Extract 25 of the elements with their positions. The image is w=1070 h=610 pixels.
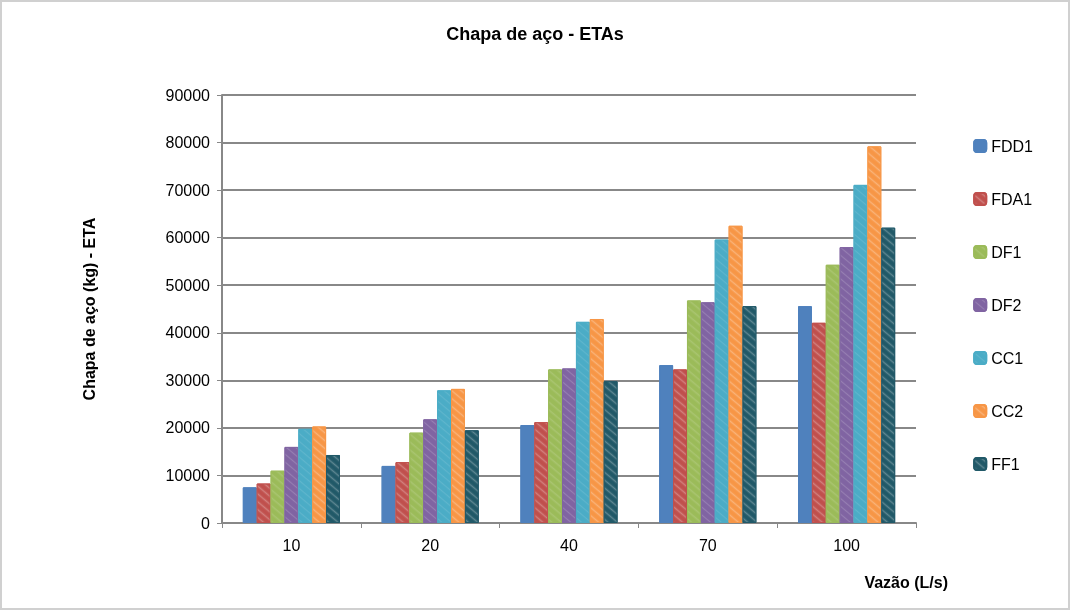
- x-tick-label: 10: [282, 536, 301, 554]
- x-tick-label: 40: [560, 536, 578, 554]
- legend-label: DF2: [991, 296, 1022, 314]
- x-tick-label: 100: [833, 536, 861, 554]
- y-tick-label: 0: [201, 514, 211, 532]
- y-tick-label: 40000: [165, 324, 211, 342]
- y-tick-label: 70000: [165, 181, 211, 199]
- legend-label: FDA1: [991, 190, 1033, 208]
- legend-label: FF1: [991, 455, 1020, 473]
- x-axis-title: Vazão (L/s): [864, 573, 948, 591]
- chart-title: Chapa de aço - ETAs: [446, 24, 624, 44]
- x-tick-label: 70: [698, 536, 717, 554]
- y-tick-label: 80000: [165, 134, 211, 152]
- y-tick-label: 20000: [165, 419, 211, 437]
- y-tick-label: 10000: [165, 466, 211, 484]
- y-tick-label: 30000: [165, 371, 211, 389]
- legend-label: FDD1: [991, 137, 1034, 155]
- y-tick-label: 50000: [165, 276, 211, 294]
- legend-label: CC2: [991, 402, 1024, 420]
- y-tick-label: 90000: [165, 86, 211, 104]
- x-tick-label: 20: [421, 536, 440, 554]
- legend-label: DF1: [991, 243, 1022, 261]
- y-tick-label: 60000: [165, 229, 211, 247]
- y-axis-title: Chapa de aço (kg) - ETA: [80, 217, 98, 401]
- legend-label: CC1: [991, 349, 1024, 367]
